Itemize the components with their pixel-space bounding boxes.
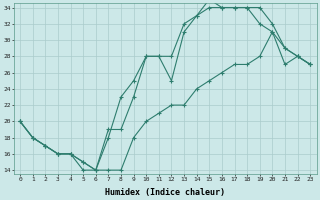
X-axis label: Humidex (Indice chaleur): Humidex (Indice chaleur) xyxy=(105,188,225,197)
